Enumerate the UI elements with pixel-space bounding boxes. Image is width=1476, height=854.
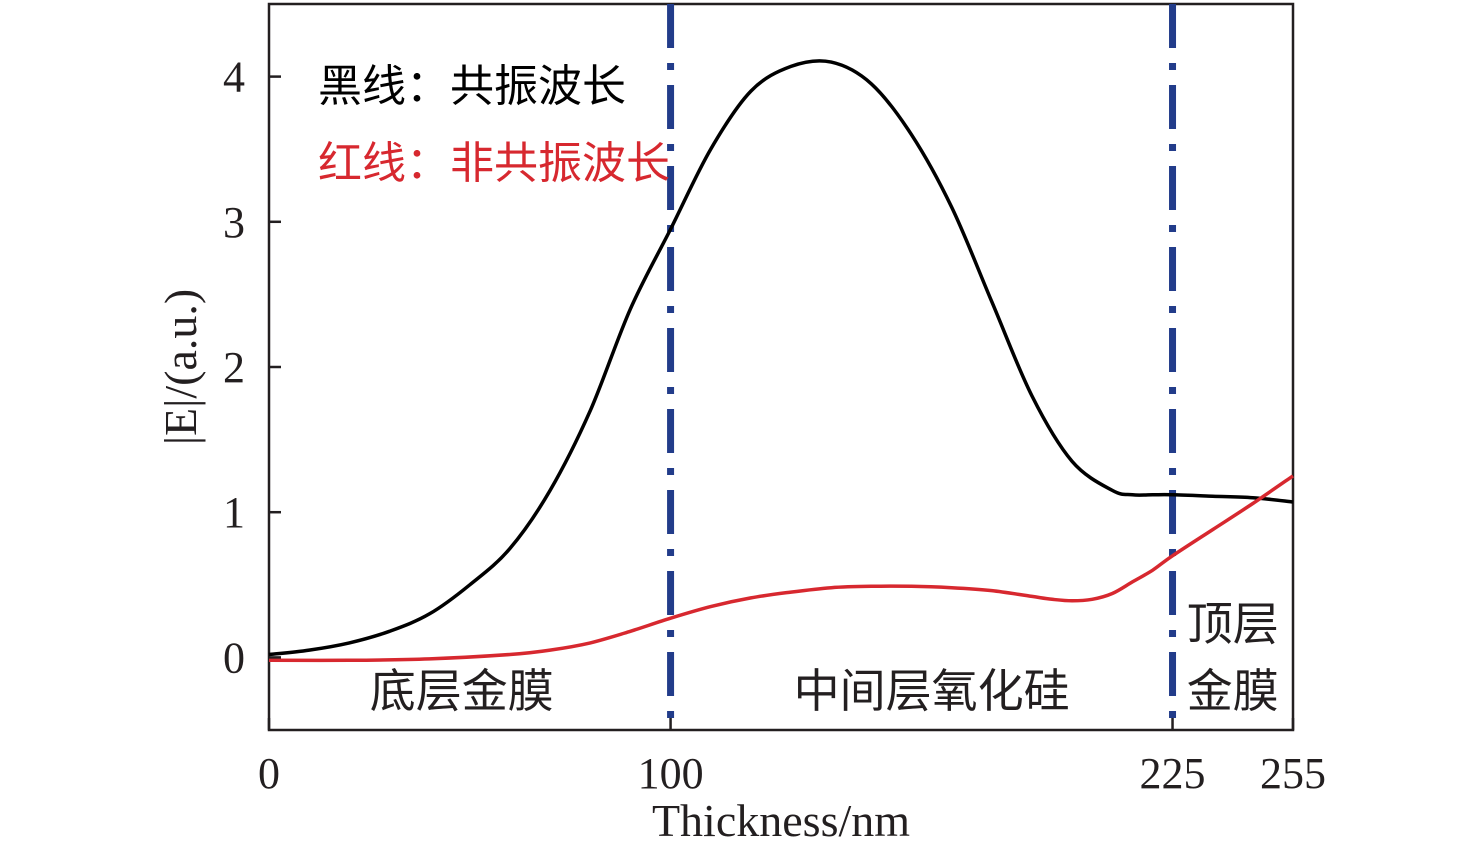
x-tick-label: 0 — [258, 749, 280, 798]
y-axis-title: |E|/(a.u.) — [155, 289, 206, 445]
series-line-1 — [268, 59, 1294, 657]
legend-entry: 黑线：共振波长 — [318, 61, 626, 112]
axis-ticks: 0 1 2 3 4 0 100 225 255 — [223, 53, 1326, 798]
series-line-2 — [268, 474, 1294, 663]
region-label: 中间层氧化硅 — [794, 666, 1070, 717]
x-tick-label: 100 — [638, 749, 704, 798]
layer-boundaries — [667, 4, 1177, 730]
y-tick-label: 2 — [223, 343, 245, 392]
y-tick-label: 4 — [223, 53, 245, 102]
plot-frame — [267, 2, 1295, 732]
x-tick-label: 225 — [1140, 749, 1206, 798]
y-tick-label: 1 — [223, 488, 245, 537]
region-label: 金膜 — [1187, 666, 1279, 717]
region-label: 底层金膜 — [370, 666, 554, 717]
y-tick-label: 0 — [223, 633, 245, 682]
x-axis-title: Thickness/nm — [652, 795, 910, 846]
region-label: 顶层 — [1187, 599, 1279, 650]
legend-entry: 红线：非共振波长 — [318, 138, 670, 189]
y-tick-label: 3 — [223, 198, 245, 247]
series-lines — [268, 59, 1294, 663]
x-tick-label: 255 — [1260, 749, 1326, 798]
